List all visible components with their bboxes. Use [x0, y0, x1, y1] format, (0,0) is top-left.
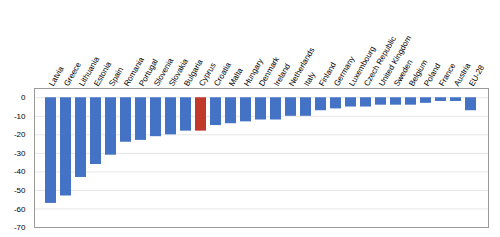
svg-text:-70: -70	[14, 223, 26, 232]
svg-text:Denmark: Denmark	[257, 55, 282, 88]
svg-text:Greece: Greece	[62, 60, 84, 88]
svg-text:Latvia: Latvia	[47, 64, 66, 88]
svg-text:-20: -20	[14, 130, 26, 139]
svg-text:-50: -50	[14, 186, 26, 195]
svg-text:0: 0	[21, 93, 26, 102]
svg-text:Sweden: Sweden	[392, 58, 415, 88]
svg-text:Netherlands: Netherlands	[287, 46, 316, 88]
svg-text:Luxembourg: Luxembourg	[347, 44, 378, 88]
svg-text:United Kingdom: United Kingdom	[377, 34, 414, 88]
svg-text:Ireland: Ireland	[272, 62, 293, 88]
svg-text:Czech Republic: Czech Republic	[362, 34, 398, 88]
svg-text:Austria: Austria	[452, 61, 473, 88]
svg-text:EU-28: EU-28	[467, 63, 486, 88]
svg-text:Finland: Finland	[317, 60, 339, 88]
svg-text:Malta: Malta	[227, 66, 245, 88]
svg-text:Belgium: Belgium	[407, 58, 430, 88]
svg-text:-40: -40	[14, 167, 26, 176]
svg-text:Lithuania: Lithuania	[77, 55, 102, 88]
svg-text:Slovakia: Slovakia	[167, 57, 191, 88]
svg-text:-10: -10	[14, 112, 26, 121]
svg-text:Slovenia: Slovenia	[152, 56, 176, 88]
svg-text:Cyprus: Cyprus	[197, 61, 218, 88]
svg-text:Spain: Spain	[107, 65, 126, 88]
svg-text:Portugal: Portugal	[137, 57, 160, 88]
svg-text:Germany: Germany	[332, 54, 357, 88]
svg-text:Romania: Romania	[122, 55, 146, 88]
svg-text:Italy: Italy	[302, 71, 317, 88]
svg-text:-60: -60	[14, 205, 26, 214]
svg-text:Croatia: Croatia	[212, 60, 233, 88]
svg-text:Bulgaria: Bulgaria	[182, 57, 205, 88]
svg-text:-30: -30	[14, 149, 26, 158]
svg-text:Hungary: Hungary	[242, 57, 266, 88]
svg-text:France: France	[437, 61, 458, 88]
svg-text:Poland: Poland	[422, 61, 443, 88]
svg-text:Estonia: Estonia	[92, 60, 114, 88]
